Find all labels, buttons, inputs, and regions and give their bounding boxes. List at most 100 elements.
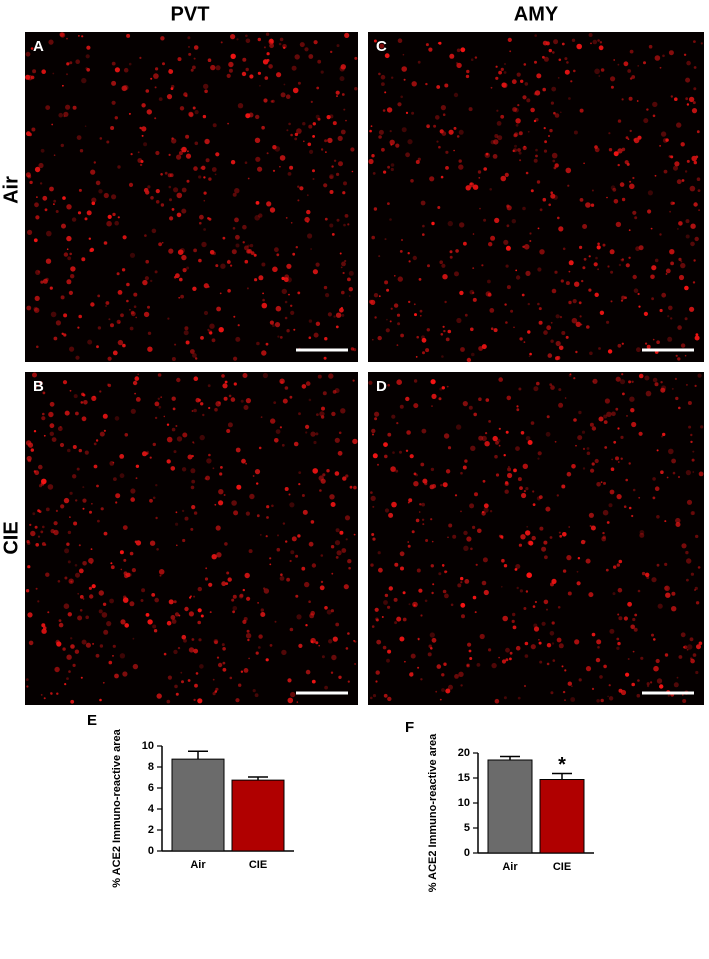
cell-signal: [686, 648, 689, 651]
cell-signal: [397, 276, 403, 282]
cell-signal: [348, 270, 354, 276]
cell-signal: [323, 183, 328, 188]
cell-signal: [173, 276, 177, 279]
cell-signal: [118, 321, 121, 324]
cell-signal: [674, 377, 678, 380]
cell-signal: [315, 114, 320, 119]
cell-signal: [659, 684, 664, 689]
cell-signal: [441, 564, 445, 567]
cell-signal: [538, 639, 540, 641]
cell-signal: [237, 103, 244, 109]
cell-signal: [281, 443, 285, 447]
cell-signal: [230, 397, 236, 402]
cell-signal: [209, 611, 212, 614]
cell-signal: [245, 113, 251, 119]
cell-signal: [195, 357, 198, 360]
cell-signal: [686, 159, 690, 163]
cell-signal: [523, 63, 527, 66]
cell-signal: [65, 104, 71, 110]
cell-signal: [129, 326, 134, 331]
cell-signal: [405, 396, 410, 402]
cell-signal: [78, 568, 84, 574]
cell-signal: [396, 344, 399, 346]
cell-signal: [340, 266, 343, 269]
cell-signal: [29, 180, 33, 185]
cell-signal: [236, 484, 242, 490]
cell-signal: [37, 535, 41, 538]
cell-signal: [551, 152, 558, 159]
cell-signal: [335, 312, 342, 318]
cell-signal: [507, 467, 512, 472]
cell-signal: [621, 295, 626, 300]
cell-signal: [41, 478, 47, 485]
cell-signal: [46, 230, 52, 237]
cell-signal: [194, 683, 198, 688]
cell-signal: [623, 505, 627, 509]
cell-signal: [417, 638, 420, 641]
cell-signal: [114, 220, 119, 226]
cell-signal: [302, 509, 308, 515]
cell-signal: [312, 178, 315, 180]
cell-signal: [395, 469, 399, 473]
cell-signal: [288, 493, 291, 496]
cell-signal: [328, 373, 334, 379]
cell-signal: [214, 690, 218, 693]
cell-signal: [301, 566, 306, 571]
cell-signal: [685, 234, 690, 239]
cell-signal: [347, 559, 352, 564]
cell-signal: [102, 681, 105, 684]
cell-signal: [570, 697, 576, 702]
cell-signal: [399, 636, 405, 642]
cell-signal: [437, 206, 441, 209]
cell-signal: [324, 337, 328, 341]
cell-signal: [265, 535, 268, 538]
cell-signal: [495, 65, 498, 68]
cell-signal: [266, 516, 269, 519]
cell-signal: [315, 641, 319, 645]
cell-signal: [55, 639, 60, 645]
cell-signal: [261, 125, 265, 130]
cell-signal: [72, 663, 76, 668]
cell-signal: [517, 477, 522, 482]
cell-signal: [464, 579, 470, 584]
cell-signal: [133, 305, 137, 309]
cell-signal: [543, 540, 548, 545]
cell-signal: [326, 609, 332, 615]
cell-signal: [41, 623, 46, 628]
cell-signal: [397, 102, 402, 107]
cell-signal: [191, 638, 195, 641]
cell-signal: [643, 311, 649, 316]
cell-signal: [228, 68, 233, 73]
cell-signal: [450, 603, 454, 607]
cell-signal: [472, 297, 477, 302]
cell-signal: [201, 241, 207, 248]
cell-signal: [660, 470, 664, 475]
cell-signal: [128, 62, 132, 66]
cell-signal: [317, 59, 322, 64]
cell-signal: [176, 154, 182, 160]
cell-signal: [85, 642, 91, 648]
cell-signal: [511, 79, 517, 85]
cell-signal: [176, 377, 181, 383]
cell-signal: [630, 624, 635, 630]
y-tick-label: 10: [142, 740, 154, 752]
cell-signal: [63, 497, 70, 504]
cell-signal: [512, 107, 517, 112]
cell-signal: [85, 54, 90, 59]
cell-signal: [417, 157, 421, 161]
cell-signal: [106, 220, 112, 227]
cell-signal: [114, 116, 119, 120]
cell-signal: [606, 521, 610, 524]
cell-signal: [245, 67, 249, 72]
cell-signal: [431, 637, 437, 643]
cell-signal: [43, 434, 46, 437]
cell-signal: [133, 292, 138, 297]
cell-signal: [306, 194, 309, 197]
cell-signal: [562, 690, 566, 694]
cell-signal: [149, 456, 152, 459]
cell-signal: [228, 394, 232, 398]
cell-signal: [332, 636, 338, 642]
cell-signal: [244, 259, 249, 264]
cell-signal: [550, 191, 553, 194]
cell-signal: [55, 210, 59, 213]
